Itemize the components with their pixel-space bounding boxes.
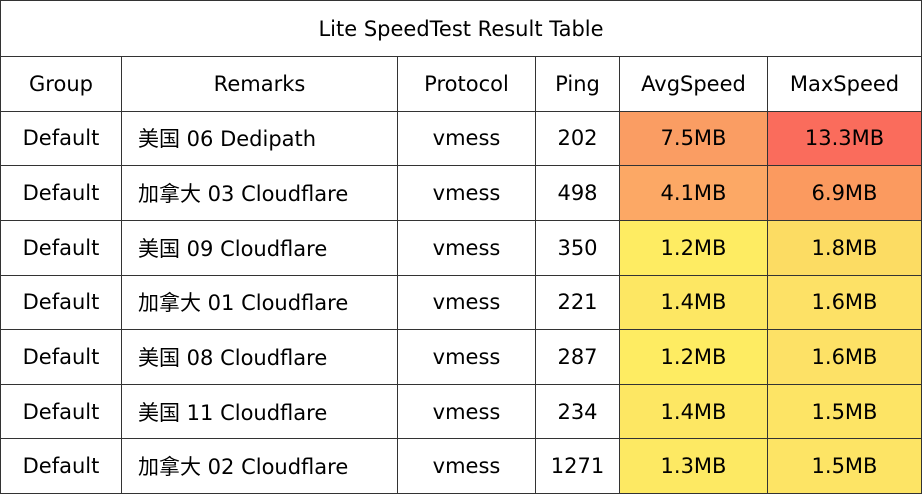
remarks-cell: 加拿大 01 Cloudflare	[122, 275, 398, 331]
protocol-cell: vmess	[398, 275, 536, 331]
table-row: Default 美国 09 Cloudflare vmess 350 1.2MB 1.8M…	[0, 220, 922, 276]
remarks-cell: 加拿大 02 Cloudflare	[122, 439, 398, 494]
remarks-cell: 美国 08 Cloudflare	[122, 330, 398, 385]
ping-cell: 498	[536, 166, 620, 221]
max-speed-cell: 1.5MB	[768, 439, 922, 494]
group-cell: Default	[0, 166, 122, 221]
table-row: Default 加拿大 01 Cloudflare vmess 221 1.4MB 1.6…	[0, 275, 922, 331]
ping-cell: 221	[536, 275, 620, 331]
column-header-ping: Ping	[536, 57, 620, 112]
group-cell: Default	[0, 111, 122, 167]
table-row: Default 加拿大 02 Cloudflare vmess 1271 1.3MB 1.…	[0, 439, 922, 494]
title-row: Lite SpeedTest Result Table	[0, 0, 922, 57]
group-cell: Default	[0, 384, 122, 440]
max-speed-cell: 1.6MB	[768, 330, 922, 385]
remarks-cell: 美国 06 Dedipath	[122, 111, 398, 167]
avg-speed-cell: 7.5MB	[620, 111, 768, 167]
table-row: Default 美国 08 Cloudflare vmess 287 1.2MB 1.6M…	[0, 330, 922, 385]
column-header-max-speed: MaxSpeed	[768, 57, 922, 112]
ping-cell: 287	[536, 330, 620, 385]
remarks-cell: 加拿大 03 Cloudflare	[122, 166, 398, 221]
max-speed-cell: 6.9MB	[768, 166, 922, 221]
avg-speed-cell: 1.2MB	[620, 330, 768, 385]
max-speed-cell: 1.5MB	[768, 384, 922, 440]
avg-speed-cell: 1.4MB	[620, 275, 768, 331]
avg-speed-cell: 1.2MB	[620, 220, 768, 276]
column-header-group: Group	[0, 57, 122, 112]
column-header-avg-speed: AvgSpeed	[620, 57, 768, 112]
group-cell: Default	[0, 220, 122, 276]
protocol-cell: vmess	[398, 111, 536, 167]
protocol-cell: vmess	[398, 439, 536, 494]
table-title: Lite SpeedTest Result Table	[0, 0, 922, 57]
protocol-cell: vmess	[398, 166, 536, 221]
avg-speed-cell: 4.1MB	[620, 166, 768, 221]
avg-speed-cell: 1.3MB	[620, 439, 768, 494]
group-cell: Default	[0, 330, 122, 385]
protocol-cell: vmess	[398, 384, 536, 440]
table-row: Default 美国 06 Dedipath vmess 202 7.5MB 13.3MB	[0, 111, 922, 167]
table-body: Default 美国 06 Dedipath vmess 202 7.5MB 13.3MB…	[0, 111, 922, 494]
protocol-cell: vmess	[398, 220, 536, 276]
ping-cell: 234	[536, 384, 620, 440]
ping-cell: 1271	[536, 439, 620, 494]
table-row: Default 美国 11 Cloudflare vmess 234 1.4MB 1.5M…	[0, 384, 922, 440]
max-speed-cell: 1.8MB	[768, 220, 922, 276]
ping-cell: 202	[536, 111, 620, 167]
max-speed-cell: 13.3MB	[768, 111, 922, 167]
column-header-protocol: Protocol	[398, 57, 536, 112]
header-row: Group Remarks Protocol Ping AvgSpeed Max…	[0, 57, 922, 112]
remarks-cell: 美国 11 Cloudflare	[122, 384, 398, 440]
column-header-remarks: Remarks	[122, 57, 398, 112]
max-speed-cell: 1.6MB	[768, 275, 922, 331]
avg-speed-cell: 1.4MB	[620, 384, 768, 440]
table-row: Default 加拿大 03 Cloudflare vmess 498 4.1MB 6.9…	[0, 166, 922, 221]
remarks-cell: 美国 09 Cloudflare	[122, 220, 398, 276]
protocol-cell: vmess	[398, 330, 536, 385]
group-cell: Default	[0, 275, 122, 331]
group-cell: Default	[0, 439, 122, 494]
ping-cell: 350	[536, 220, 620, 276]
